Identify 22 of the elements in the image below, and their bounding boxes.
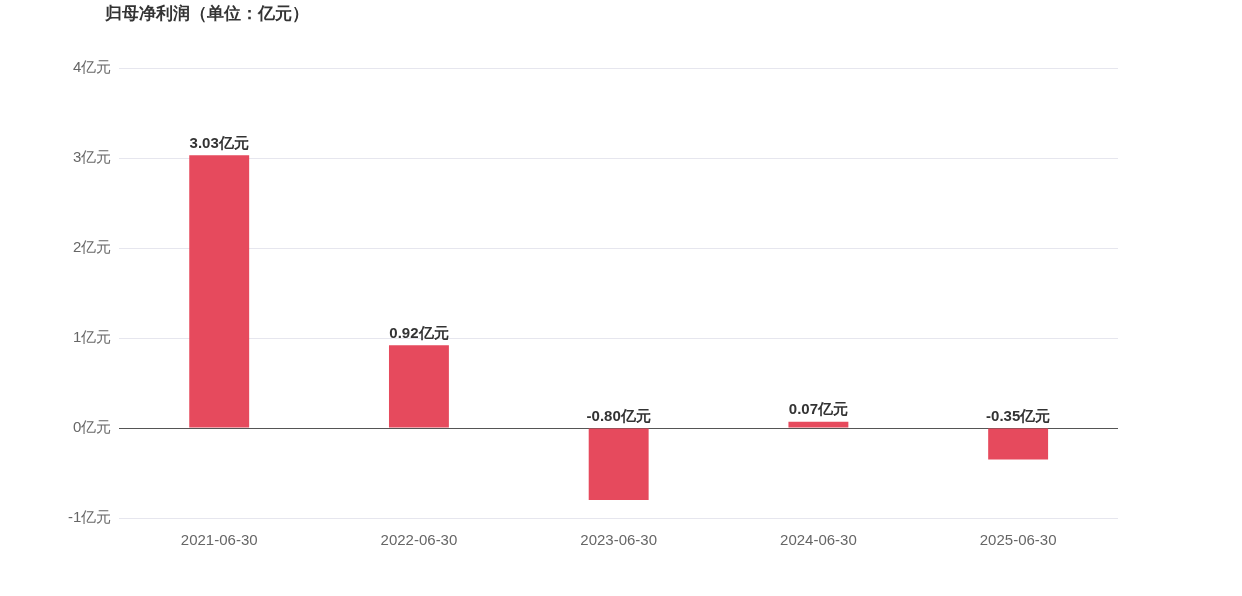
- x-tick-label: 2022-06-30: [380, 531, 458, 549]
- data-label: -0.80亿元: [586, 406, 651, 424]
- bar: [988, 428, 1049, 460]
- bar: [588, 428, 649, 500]
- data-label: -0.35亿元: [986, 406, 1051, 424]
- x-tick-label: 2023-06-30: [580, 531, 658, 549]
- x-tick-label: 2025-06-30: [979, 531, 1057, 549]
- y-tick-label: 0亿元: [72, 418, 112, 436]
- y-tick-label: 4亿元: [72, 58, 112, 76]
- data-label: 0.07亿元: [788, 400, 848, 418]
- y-tick-label: -1亿元: [67, 508, 112, 526]
- bar: [788, 421, 849, 428]
- y-tick-label: 3亿元: [72, 148, 112, 166]
- x-tick-label: 2024-06-30: [780, 531, 857, 549]
- data-label: 3.03亿元: [189, 133, 249, 151]
- x-tick-label: 2021-06-30: [180, 531, 258, 549]
- y-tick-label: 1亿元: [72, 328, 112, 346]
- y-tick-label: 2亿元: [72, 238, 112, 256]
- chart-title: 归母净利润（单位：亿元）: [105, 3, 309, 25]
- bar: [388, 345, 449, 428]
- bar: [189, 155, 250, 428]
- data-label: 0.92亿元: [389, 323, 449, 341]
